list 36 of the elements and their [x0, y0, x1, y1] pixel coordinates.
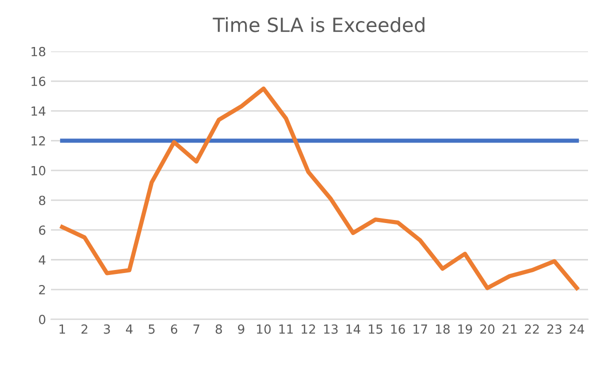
x-tick-label: 1 [60, 324, 66, 334]
x-tick-label: 13 [324, 324, 338, 334]
x-tick-label: 6 [170, 324, 178, 334]
y-tick-label: 16 [32, 76, 46, 86]
x-tick-label: 11 [279, 324, 293, 334]
y-tick-label: 2 [39, 284, 45, 294]
x-tick-label: 23 [547, 324, 562, 334]
y-tick-label: 6 [39, 225, 46, 235]
x-tick-label: 17 [414, 324, 428, 334]
x-tick-label: 4 [126, 324, 133, 334]
x-tick-label: 16 [391, 324, 405, 334]
x-tick-label: 5 [148, 324, 155, 334]
x-tick-label: 22 [525, 324, 539, 334]
x-tick-label: 21 [502, 324, 516, 334]
x-tick-label: 7 [193, 324, 200, 334]
x-tick-label: 20 [480, 324, 494, 334]
y-tick-label: 4 [38, 255, 46, 265]
x-tick-label: 12 [302, 324, 316, 334]
x-tick-label: 2 [82, 324, 88, 334]
x-tick-label: 24 [570, 324, 584, 334]
x-tick-label: 18 [436, 324, 450, 334]
x-tick-label: 8 [216, 324, 222, 334]
x-tick-label: 9 [238, 324, 244, 334]
x-tick-label: 3 [104, 324, 110, 334]
y-tick-label: 0 [39, 314, 46, 324]
y-tick-label: 8 [39, 196, 46, 206]
y-tick-label: 18 [32, 46, 46, 56]
x-tick-label: 14 [346, 324, 360, 334]
y-tick-label: 12 [32, 136, 45, 146]
y-tick-label: 10 [32, 166, 46, 176]
x-tick-label: 19 [458, 324, 472, 334]
x-tick-label: 15 [368, 324, 382, 334]
line-series [60, 86, 579, 290]
x-tick-label: 10 [256, 324, 271, 334]
chart-title: Time SLA is Exceeded [212, 17, 424, 32]
y-tick-label: 14 [32, 106, 46, 116]
